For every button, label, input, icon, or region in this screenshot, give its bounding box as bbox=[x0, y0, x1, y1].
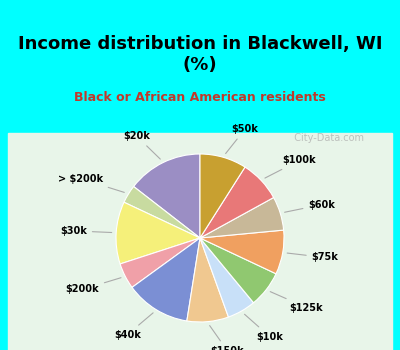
Text: City-Data.com: City-Data.com bbox=[288, 133, 364, 143]
Text: > $200k: > $200k bbox=[58, 174, 124, 192]
Text: $20k: $20k bbox=[123, 131, 160, 159]
Wedge shape bbox=[200, 238, 276, 303]
Text: $10k: $10k bbox=[244, 314, 283, 342]
Bar bbox=[8, 133, 392, 350]
Wedge shape bbox=[200, 167, 274, 238]
Text: $50k: $50k bbox=[226, 124, 258, 154]
Text: $100k: $100k bbox=[265, 155, 316, 178]
Text: $150k: $150k bbox=[210, 326, 244, 350]
Wedge shape bbox=[124, 187, 200, 238]
Bar bbox=[0, 0, 400, 133]
Text: Income distribution in Blackwell, WI
(%): Income distribution in Blackwell, WI (%) bbox=[18, 35, 382, 74]
Text: $40k: $40k bbox=[114, 313, 153, 340]
Wedge shape bbox=[116, 202, 200, 264]
Wedge shape bbox=[120, 238, 200, 287]
Wedge shape bbox=[200, 154, 245, 238]
Wedge shape bbox=[200, 238, 254, 317]
Text: $60k: $60k bbox=[285, 199, 335, 212]
Text: Black or African American residents: Black or African American residents bbox=[74, 91, 326, 104]
Text: $75k: $75k bbox=[287, 252, 338, 262]
Wedge shape bbox=[134, 154, 200, 238]
Wedge shape bbox=[187, 238, 228, 322]
Text: $125k: $125k bbox=[270, 292, 323, 313]
Wedge shape bbox=[200, 197, 284, 238]
Text: $200k: $200k bbox=[65, 278, 121, 294]
Wedge shape bbox=[132, 238, 200, 321]
Wedge shape bbox=[200, 230, 284, 274]
Text: $30k: $30k bbox=[60, 226, 112, 236]
